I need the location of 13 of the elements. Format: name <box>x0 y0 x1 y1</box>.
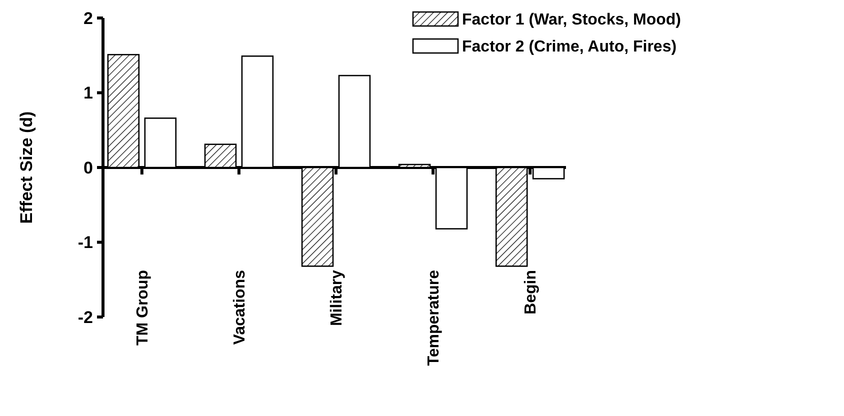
x-tick-label: Temperature <box>426 270 443 366</box>
legend-label: Factor 1 (War, Stocks, Mood) <box>462 12 681 29</box>
y-tick-label: -2 <box>78 308 93 327</box>
x-tick-label: Begin <box>522 270 540 314</box>
y-tick-label: -1 <box>78 233 93 252</box>
legend-label: Factor 2 (Crime, Auto, Fires) <box>462 38 677 56</box>
x-tick-label: TM Group <box>134 270 152 346</box>
y-tick-label: 0 <box>84 158 93 178</box>
x-tick-label: Military <box>328 270 346 326</box>
y-tick-label: 2 <box>84 8 93 28</box>
y-axis-title: Effect Size (d) <box>17 111 36 224</box>
x-tick-label: Vacations <box>232 270 249 345</box>
y-tick-label: 1 <box>84 84 93 103</box>
